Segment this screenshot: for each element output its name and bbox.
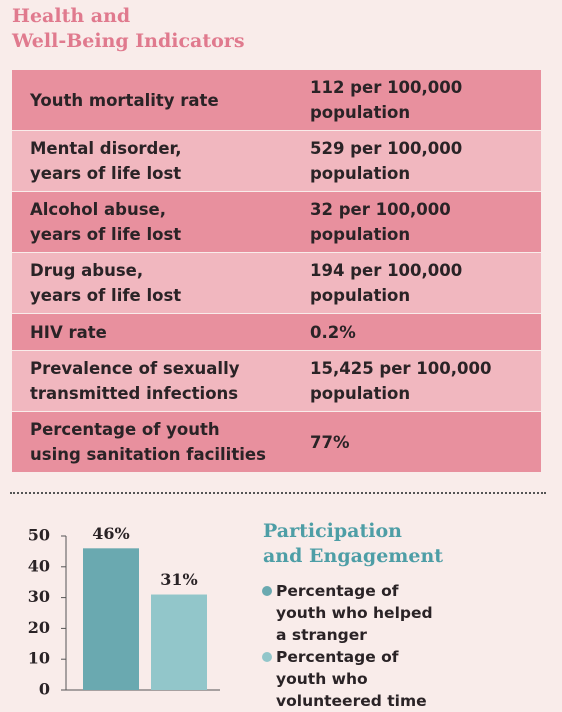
cell-line: Youth mortality rate: [30, 90, 219, 110]
cell-line: transmitted infections: [30, 384, 239, 403]
cell-line: Drug abuse,: [30, 261, 144, 280]
title-line: Health and: [12, 5, 131, 27]
table-cell: 194 per 100,000 population: [310, 258, 541, 308]
y-tick-label: 0: [39, 680, 50, 699]
table-cell: 529 per 100,000 population: [310, 136, 541, 186]
table-row: Alcohol abuse, years of life lost 32 per 1…: [12, 192, 541, 253]
table-row: Drug abuse, years of life lost 194 per 100…: [12, 253, 541, 314]
chart-title-line: Participation: [263, 520, 402, 542]
cell-line: Mental disorder,: [30, 139, 182, 158]
cell-line: Percentage of youth: [30, 420, 220, 439]
value-label: 31%: [160, 570, 197, 589]
table-cell: 77%: [310, 430, 541, 455]
table-row: Youth mortality rate 112 per 100,000 popul…: [12, 70, 541, 131]
legend-label: Percentage of youth who volunteered time: [276, 648, 427, 710]
cell-line: population: [310, 164, 411, 183]
cell-line: using sanitation facilities: [30, 445, 266, 464]
cell-line: 529 per 100,000: [310, 139, 463, 158]
title: Health and Well-Being Indicators: [12, 4, 245, 54]
cell-line: years of life lost: [30, 225, 182, 244]
table-cell: Prevalence of sexually transmitted infect…: [12, 356, 310, 406]
legend-swatch: [262, 652, 272, 662]
chart: 0 10 20 30 40 50 46% 31%: [28, 524, 220, 699]
legend-label: Percentage of youth who helped a strange…: [276, 582, 433, 644]
cell-line: Prevalence of sexually: [30, 359, 240, 378]
cell-line: 112 per 100,000: [310, 78, 463, 97]
legend-entry: Percentage of youth who helped a strange…: [262, 580, 446, 646]
table-cell: Mental disorder, years of life lost: [12, 136, 310, 186]
cell-line: years of life lost: [30, 164, 182, 183]
cell-line: years of life lost: [30, 286, 182, 305]
y-tick-label: 10: [28, 649, 50, 668]
table-cell: Alcohol abuse, years of life lost: [12, 197, 310, 247]
cell-line: Alcohol abuse,: [30, 200, 166, 219]
y-tick-label: 50: [28, 526, 50, 545]
legend: Percentage of youth who helped a strange…: [262, 580, 446, 712]
cell-line: 32 per 100,000: [310, 200, 451, 219]
table-row: Mental disorder, years of life lost 529 pe…: [12, 131, 541, 192]
table-cell: 112 per 100,000 population: [310, 75, 541, 125]
bar: [151, 594, 207, 690]
table-cell: Percentage of youth using sanitation faci…: [12, 417, 310, 467]
y-tick-label: 20: [28, 618, 50, 637]
value-label: 46%: [92, 524, 129, 543]
cell-line: 15,425 per 100,000: [310, 359, 492, 378]
cell-line: HIV rate: [30, 322, 107, 342]
chart-title: Participation and Engagement: [263, 519, 443, 569]
y-tick-label: 40: [28, 556, 50, 575]
cell-line: population: [310, 225, 411, 244]
table-cell: 0.2%: [310, 320, 541, 345]
bar: [83, 548, 139, 690]
table-row: HIV rate 0.2%: [12, 314, 541, 351]
table-row: Percentage of youth using sanitation faci…: [12, 412, 541, 473]
table-cell: 32 per 100,000 population: [310, 197, 541, 247]
legend-swatch: [262, 586, 272, 596]
cell-line: 77%: [310, 432, 350, 452]
cell-line: population: [310, 103, 411, 122]
title-line: Well-Being Indicators: [12, 30, 245, 52]
divider: [10, 492, 546, 494]
table-row: Prevalence of sexually transmitted infect…: [12, 351, 541, 412]
legend-entry: Percentage of youth who volunteered time: [262, 646, 446, 712]
chart-title-line: and Engagement: [263, 545, 444, 567]
cell-line: population: [310, 384, 411, 403]
cell-line: population: [310, 286, 411, 305]
table-cell: 15,425 per 100,000 population: [310, 356, 541, 406]
cell-line: 0.2%: [310, 322, 356, 342]
table-cell: Drug abuse, years of life lost: [12, 258, 310, 308]
cell-line: 194 per 100,000: [310, 261, 463, 280]
indicator-table: Youth mortality rate 112 per 100,000 popul…: [12, 70, 541, 473]
table-cell: Youth mortality rate: [12, 88, 310, 113]
table-cell: HIV rate: [12, 320, 310, 345]
y-tick-label: 30: [28, 587, 50, 606]
